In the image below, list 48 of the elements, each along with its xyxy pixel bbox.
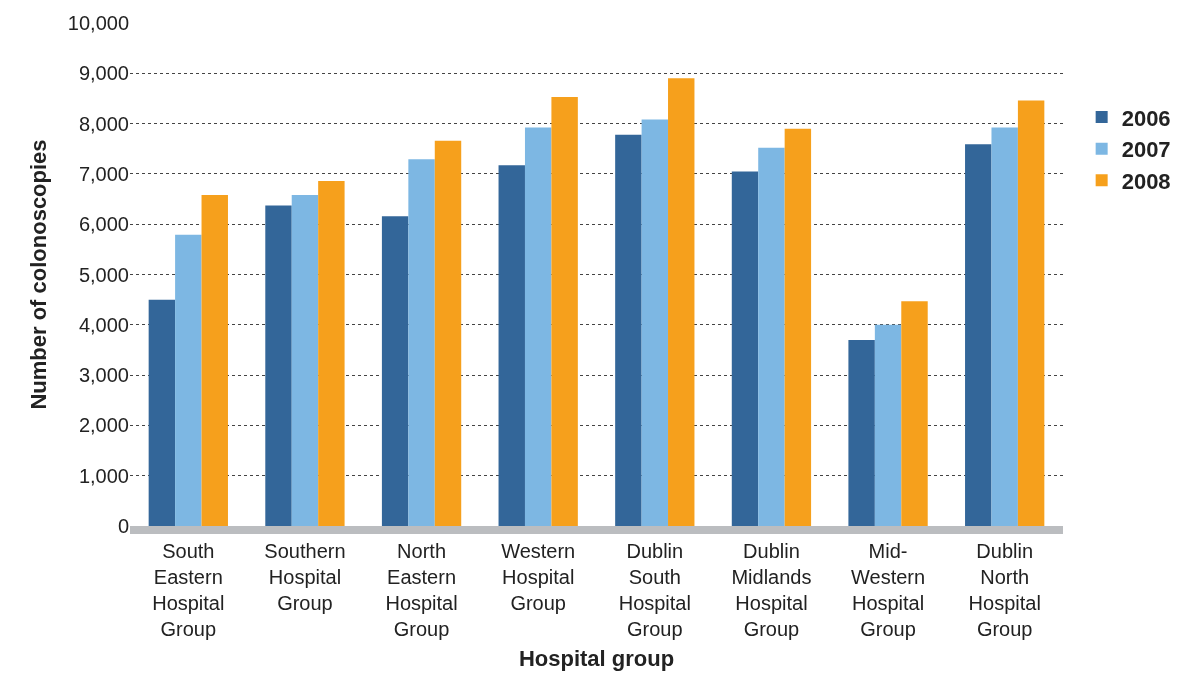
y-axis-title: Number of colonoscopies xyxy=(25,139,51,410)
x-axis-title: Hospital group xyxy=(518,646,675,672)
bar xyxy=(965,144,992,526)
bar xyxy=(291,195,319,526)
bar xyxy=(615,134,642,526)
x-tick-label: Western Hospital Group xyxy=(501,540,576,614)
y-tick-label: 9,000 xyxy=(78,62,129,85)
y-tick-label: 10,000 xyxy=(67,12,129,34)
y-tick-label: 3,000 xyxy=(78,364,129,387)
x-tick-label: Dublin North Hospital Group xyxy=(968,540,1041,640)
bar xyxy=(1017,100,1045,526)
bar xyxy=(641,119,669,526)
y-tick-label: 0 xyxy=(117,515,129,537)
bar xyxy=(201,195,228,526)
bar xyxy=(991,127,1018,526)
legend-label: 2007 xyxy=(1121,137,1171,163)
bar xyxy=(408,159,435,526)
bar xyxy=(901,301,928,526)
bar xyxy=(434,140,462,526)
bar xyxy=(784,128,812,526)
y-tick-label: 1,000 xyxy=(78,464,129,487)
bar xyxy=(318,180,345,526)
bar xyxy=(668,78,695,526)
bar xyxy=(524,127,552,526)
bar xyxy=(758,147,785,526)
bar xyxy=(848,339,875,526)
x-tick-label: Dublin Midlands Hospital Group xyxy=(731,540,812,640)
y-tick-label: 7,000 xyxy=(78,162,129,185)
y-tick-label: 2,000 xyxy=(78,414,129,437)
bar xyxy=(175,234,202,526)
legend-label: 2006 xyxy=(1121,105,1171,131)
x-tick-label: Mid-Western Hospital Group xyxy=(851,540,926,640)
y-tick-label: 6,000 xyxy=(78,213,129,236)
bar xyxy=(265,205,292,526)
x-tick-label: Dublin South Hospital Group xyxy=(618,540,691,640)
y-tick-label: 4,000 xyxy=(78,313,129,336)
y-tick-label: 8,000 xyxy=(78,112,129,135)
bar xyxy=(551,96,578,526)
x-tick-label: North Eastern Hospital Group xyxy=(385,540,458,640)
bar xyxy=(874,324,902,526)
x-tick-label: Southern Hospital Group xyxy=(264,540,346,614)
bar xyxy=(498,165,525,526)
bar xyxy=(381,216,409,526)
legend-label: 2008 xyxy=(1121,168,1171,194)
y-tick-label: 5,000 xyxy=(78,263,129,286)
x-tick-label: South Eastern Hospital Group xyxy=(152,540,225,640)
bar xyxy=(731,171,759,526)
bar xyxy=(148,299,176,526)
